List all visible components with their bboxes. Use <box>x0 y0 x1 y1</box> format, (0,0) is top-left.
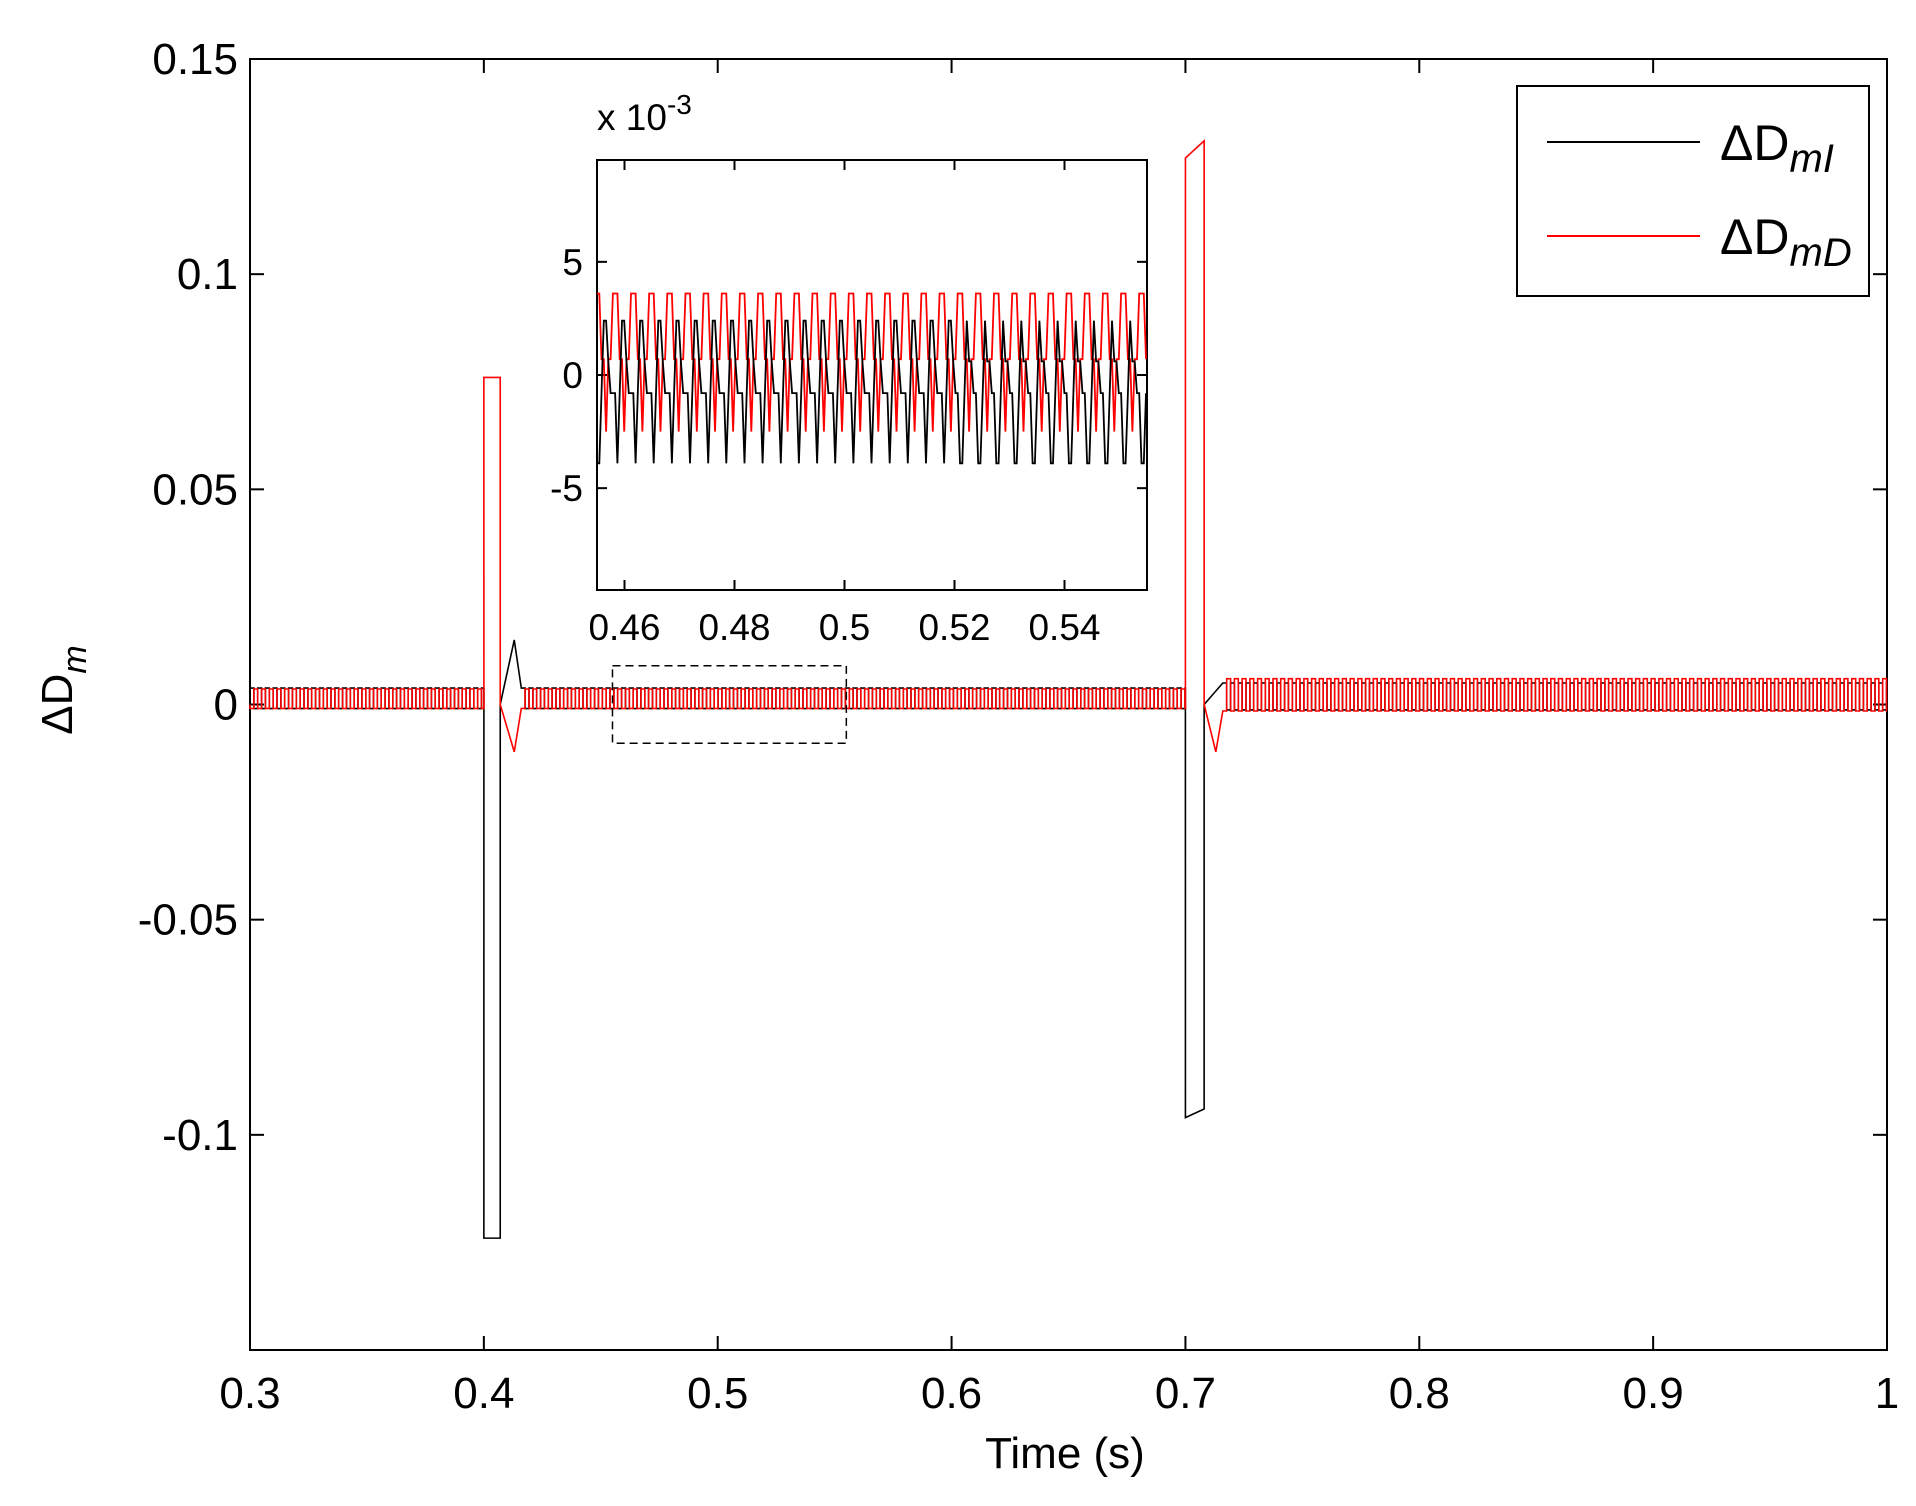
legend-entry-mD: ΔDmD <box>1720 209 1852 275</box>
inset-x-tick-label: 0.46 <box>588 607 660 648</box>
x-tick-label: 0.3 <box>219 1369 280 1418</box>
legend-entry-mI: ΔDmI <box>1720 115 1834 181</box>
series-line-mD <box>249 138 1888 753</box>
x-tick-label: 0.7 <box>1155 1369 1216 1418</box>
inset-frame <box>596 159 1148 591</box>
inset-x-tick-label: 0.52 <box>918 607 990 648</box>
inset-x-tick-label: 0.54 <box>1028 607 1100 648</box>
x-tick-label: 0.8 <box>1389 1369 1450 1418</box>
inset-series-line-mD <box>597 292 1147 432</box>
inset-x-tick-label: 0.5 <box>819 607 870 648</box>
x-axis-label: Time (s) <box>985 1429 1145 1478</box>
inset-y-tick-label: 5 <box>562 242 583 283</box>
series-line-mI <box>249 639 1888 1239</box>
y-axis-label: ΔDm <box>33 645 94 735</box>
y-tick-label: 0.05 <box>152 465 238 514</box>
y-axis-label-subscript: m <box>56 645 94 673</box>
x-tick-label: 0.6 <box>921 1369 982 1418</box>
legend-box <box>1516 85 1870 297</box>
main-plot-area <box>249 138 1888 1239</box>
main-tick-labels: 0.3 0.4 0.5 0.6 0.7 0.8 0.9 1 0.15 0.1 0.05 0 -0.05 -… <box>138 35 1900 1418</box>
svg-text:ΔDm: ΔDm <box>33 645 94 735</box>
inset-exponent-label: x 10-3 <box>597 89 692 138</box>
y-tick-label: -0.1 <box>162 1111 238 1160</box>
y-axis-label-main: ΔD <box>33 674 82 735</box>
x-tick-label: 1 <box>1875 1369 1899 1418</box>
legend: ΔDmI ΔDmD <box>1516 85 1870 297</box>
y-tick-label: 0.1 <box>177 250 238 299</box>
y-tick-label: 0 <box>214 681 238 730</box>
x-tick-label: 0.4 <box>453 1369 514 1418</box>
y-tick-label: -0.05 <box>138 896 238 945</box>
inset-plot: 0.46 0.48 0.5 0.52 0.54 5 0 -5 x 10-3 <box>550 89 1148 648</box>
inset-y-tick-label: 0 <box>562 355 583 396</box>
inset-y-tick-label: -5 <box>550 468 583 509</box>
x-tick-label: 0.9 <box>1623 1369 1684 1418</box>
inset-x-tick-label: 0.48 <box>698 607 770 648</box>
inset-series-line-mI <box>597 319 1147 465</box>
y-tick-label: 0.15 <box>152 35 238 84</box>
x-tick-label: 0.5 <box>687 1369 748 1418</box>
